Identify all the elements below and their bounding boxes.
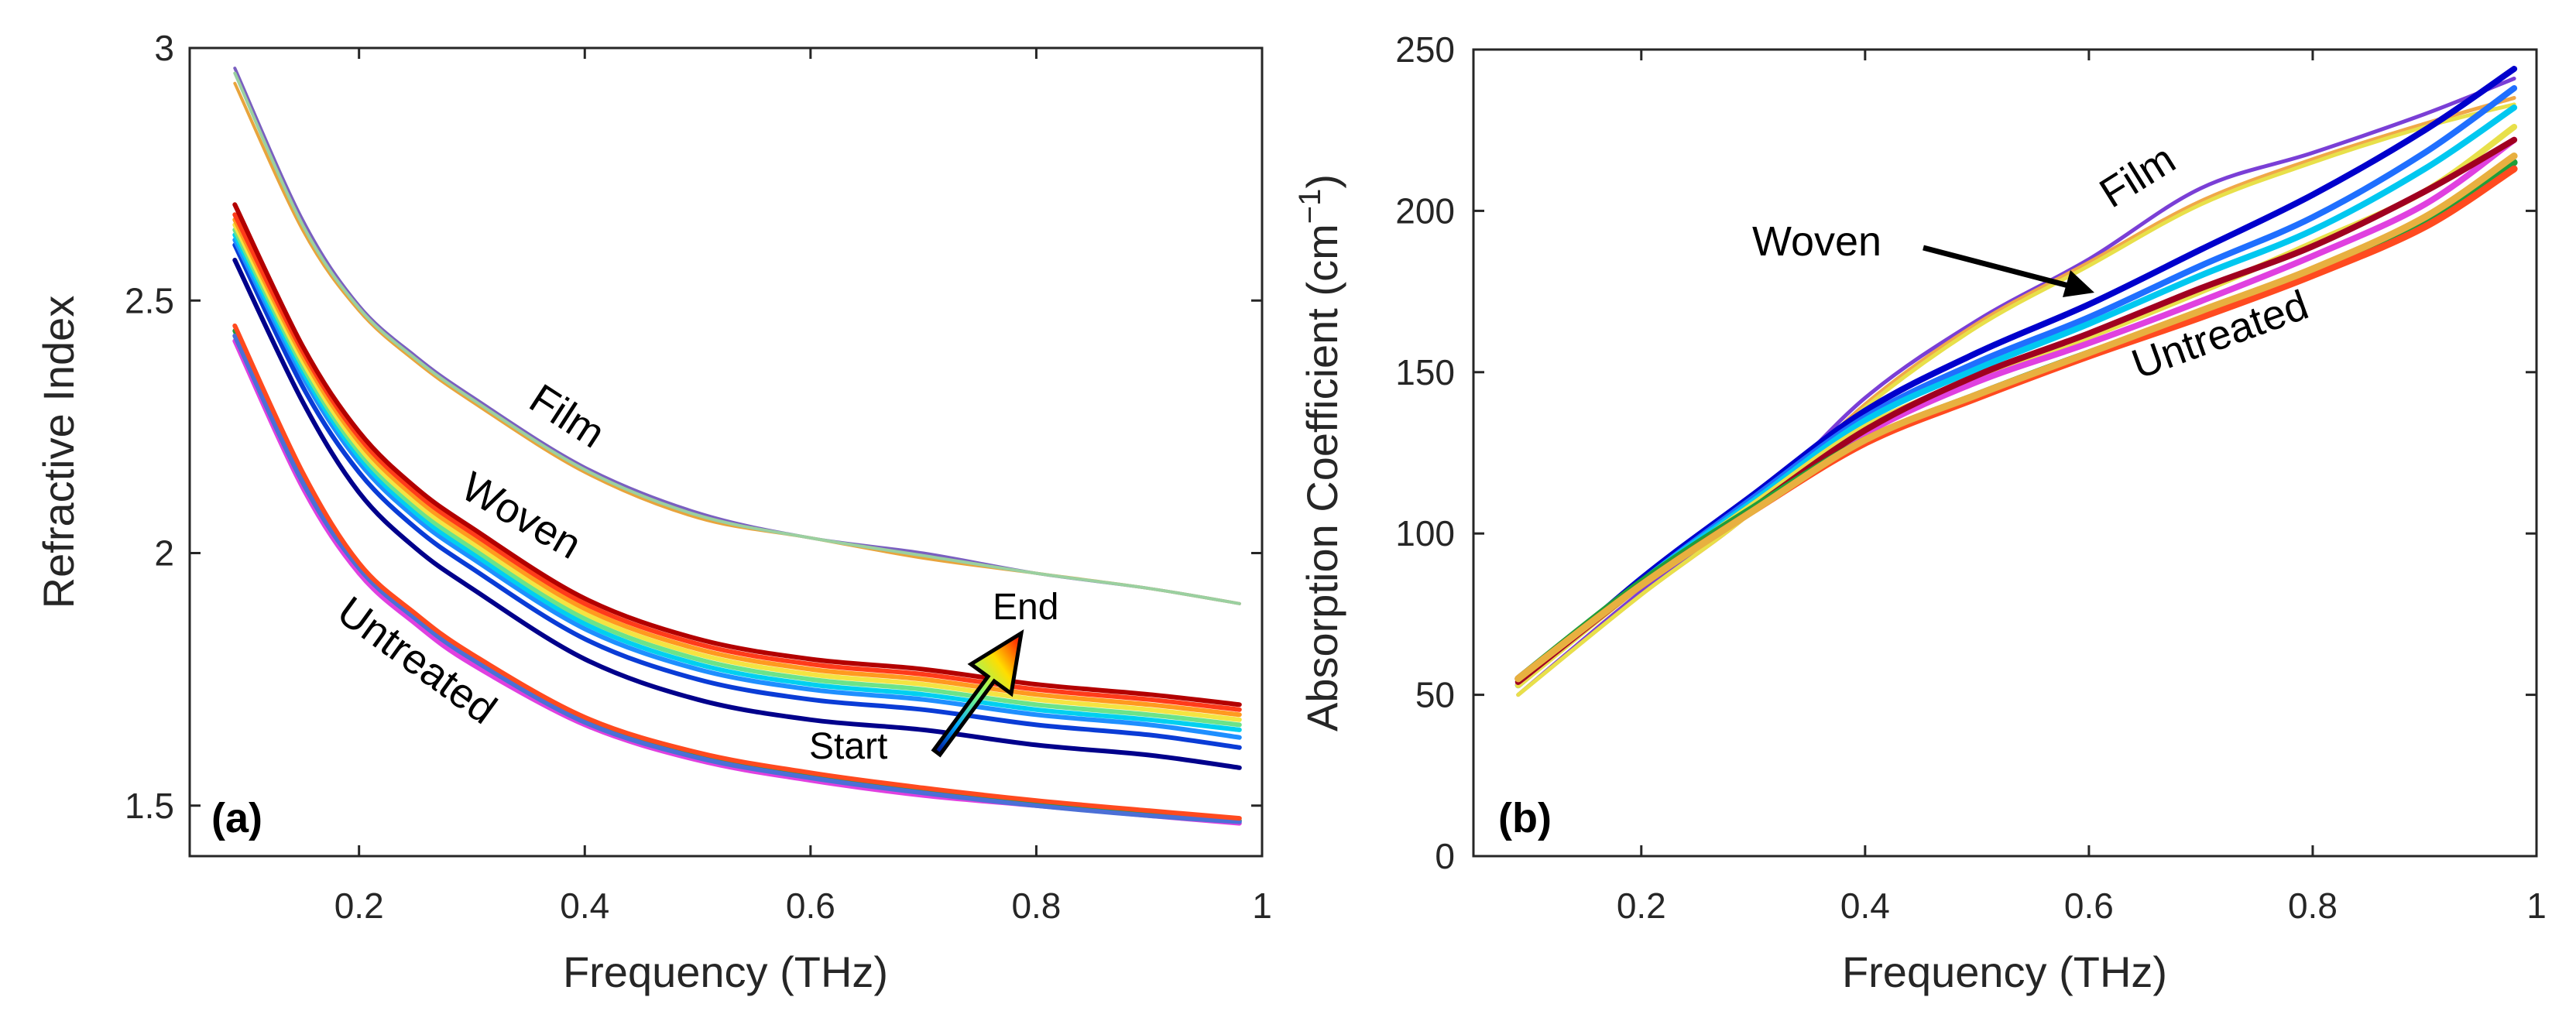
- panel-a-y-tick-label: 1.5: [125, 786, 174, 826]
- panel-b-x-ticks: 0.2 0.4 0.6 0.8 1: [1617, 50, 2547, 926]
- panel-a-axes-box: [188, 46, 1264, 858]
- panel-a-series-line-film-2: [233, 71, 1241, 605]
- panel-b-x-tick-label: 0.4: [1840, 886, 1890, 926]
- start-end-gradient-arrow-icon: [931, 629, 1024, 758]
- panel-b-y-axis-title-main: Absorption Coefficient (cm: [1298, 224, 1346, 731]
- panel-a-x-ticks: 0.2 0.4 0.6 0.8 1: [334, 48, 1272, 926]
- panel-a-series-line-woven-7: [232, 227, 1242, 728]
- panel-a-series-line-woven-3: [232, 258, 1242, 770]
- panel-a-arrow-start-label: Start: [809, 726, 887, 767]
- panel-a-x-tick-label: 1: [1252, 886, 1272, 926]
- panel-b-x-tick-label: 0.8: [2288, 886, 2338, 926]
- panel-a-y-tick-label: 2: [154, 533, 174, 574]
- panel-b-series-line-woven-6: [1514, 124, 2518, 689]
- panel-a-series-line-woven-11: [232, 202, 1242, 708]
- panel-a-y-tick-label: 3: [154, 28, 174, 68]
- panel-a-series-line-woven-8: [232, 222, 1242, 722]
- panel-a-y-tick-label: 2.5: [125, 280, 174, 320]
- panel-b-y-axis-title: Absorption Coefficient (cm−1): [1293, 174, 1346, 731]
- panel-a-tag: (a): [211, 795, 262, 841]
- panel-a-y-ticks: 1.5 2 2.5 3: [125, 28, 1262, 826]
- panel-b-x-tick-label: 0.2: [1617, 886, 1666, 926]
- panel-b-y-tick-label: 100: [1395, 513, 1455, 553]
- panel-b-y-tick-label: 50: [1415, 675, 1455, 715]
- panel-b-series-line-woven-5: [1514, 104, 2518, 689]
- panel-a-series-line-untreated-15: [232, 323, 1242, 821]
- panel-b-y-tick-label: 200: [1395, 190, 1455, 231]
- panel-a-series-line-untreated-13: [232, 328, 1242, 824]
- panel-a-series-line-woven-9: [232, 217, 1242, 718]
- panel-a-series-line-woven-4: [232, 242, 1242, 750]
- panel-b-tag: (b): [1498, 795, 1552, 841]
- panel-b-absorption-coefficient: 0.2 0.4 0.6 0.8 1 0 50 100 150 200 250 Frequency …: [1293, 29, 2547, 996]
- panel-a-series: [232, 67, 1242, 826]
- panel-a-series-line-woven-6: [232, 232, 1242, 732]
- panel-b-series-line-woven-4: [1514, 85, 2518, 689]
- panel-b-woven-pointer-line: [1923, 245, 2072, 290]
- panel-b-x-axis-title: Frequency (THz): [1842, 947, 2167, 996]
- panel-b-series-line-untreated-11: [1514, 152, 2518, 683]
- panel-b-y-tick-label: 0: [1435, 836, 1455, 876]
- panel-b-series: [1514, 66, 2518, 697]
- panel-a-arrow-end-label: End: [993, 587, 1058, 628]
- panel-b-y-tick-label: 150: [1395, 352, 1455, 392]
- panel-b-series-line-woven-8: [1514, 136, 2518, 685]
- panel-b-series-line-film-0: [1516, 77, 2516, 697]
- panel-a-series-line-woven-10: [232, 212, 1242, 712]
- panel-b-label-woven: Woven: [1752, 218, 1881, 265]
- panel-a-refractive-index: 0.2 0.4 0.6 0.8 1 1.5 2 2.5 3 Frequency (THz) R…: [34, 28, 1272, 996]
- panel-b-x-tick-label: 0.6: [2064, 886, 2114, 926]
- panel-b-y-ticks: 0 50 100 150 200 250: [1395, 29, 2537, 876]
- panel-a-x-axis-title: Frequency (THz): [563, 947, 888, 996]
- panel-b-series-line-untreated-9: [1514, 159, 2518, 683]
- panel-b-x-tick-label: 1: [2526, 886, 2547, 926]
- panel-b-axes-box: [1472, 48, 2538, 858]
- panel-a-series-line-untreated-14: [232, 333, 1242, 824]
- panel-b-y-axis-title-superscript: −1: [1293, 189, 1327, 224]
- panel-b-woven-pointer-arrowhead-icon: [2063, 270, 2094, 297]
- panel-b-y-axis-title-close: ): [1298, 174, 1346, 189]
- panel-a-y-axis-title: Refractive Index: [34, 296, 83, 609]
- panel-a-x-tick-label: 0.8: [1011, 886, 1061, 926]
- panel-a-x-tick-label: 0.2: [334, 886, 384, 926]
- panel-b-series-line-film-2: [1516, 102, 2516, 697]
- panel-a-x-tick-label: 0.6: [786, 886, 835, 926]
- panel-a-x-tick-label: 0.4: [560, 886, 609, 926]
- panel-a-series-line-woven-5: [232, 237, 1242, 740]
- panel-b-y-tick-label: 250: [1395, 29, 1455, 70]
